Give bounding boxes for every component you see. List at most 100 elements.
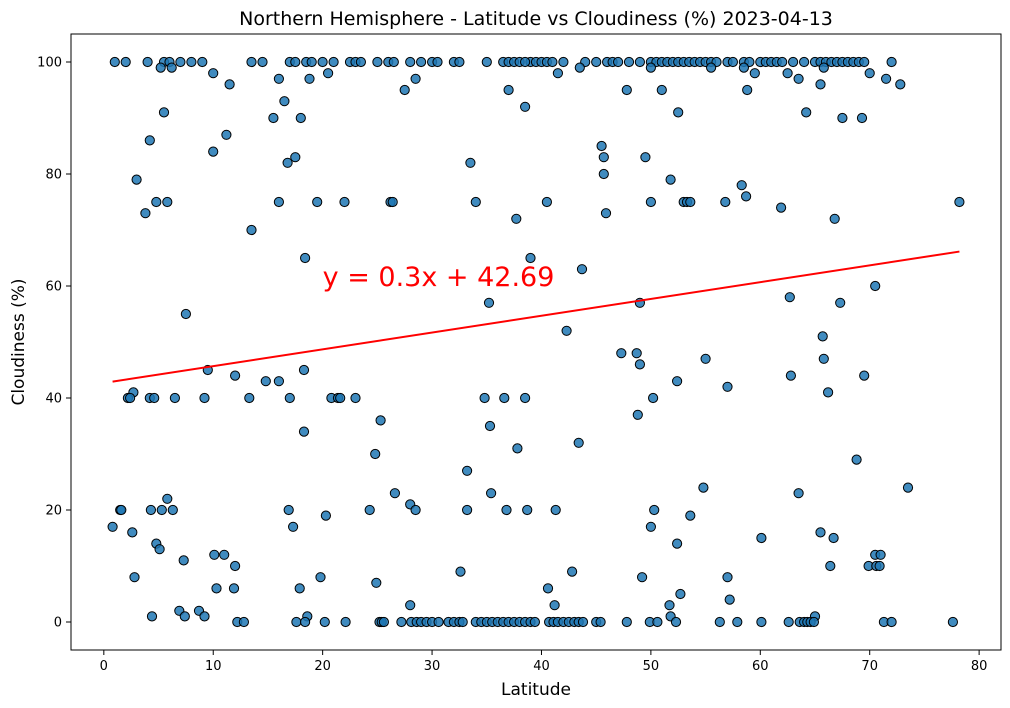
data-point <box>339 196 350 208</box>
data-point <box>273 73 284 84</box>
data-point <box>613 56 624 68</box>
data-point <box>315 572 326 583</box>
data-point <box>522 504 533 516</box>
data-point <box>784 292 795 303</box>
data-point <box>685 510 696 521</box>
data-point <box>818 353 829 364</box>
data-point <box>399 84 410 96</box>
data-point <box>645 521 657 532</box>
data-point <box>219 549 230 560</box>
data-point <box>273 376 284 387</box>
data-point <box>405 600 416 611</box>
data-point <box>954 196 965 208</box>
data-point <box>648 392 659 404</box>
data-point <box>284 392 295 404</box>
data-point <box>799 56 810 68</box>
data-point <box>186 56 197 68</box>
data-point <box>410 73 421 84</box>
data-point <box>741 191 752 202</box>
data-point <box>823 387 834 398</box>
data-point <box>788 56 799 68</box>
data-point <box>673 107 684 118</box>
y-tick-label: 80 <box>45 168 62 183</box>
data-point <box>378 616 389 628</box>
x-tick-label: 20 <box>314 659 331 674</box>
x-tick-label: 0 <box>100 659 108 674</box>
x-tick-label: 40 <box>533 659 550 674</box>
data-point <box>756 532 767 544</box>
x-axis-label: Latitude <box>501 680 571 700</box>
data-point <box>574 62 585 73</box>
data-point <box>457 616 468 628</box>
data-point <box>749 68 760 79</box>
data-point <box>479 392 490 404</box>
x-tick-label: 60 <box>752 659 769 674</box>
data-point <box>416 56 427 68</box>
plot-frame <box>70 33 1002 651</box>
data-point <box>665 174 676 185</box>
data-point <box>387 196 398 208</box>
data-point <box>224 79 235 90</box>
data-point <box>550 504 561 516</box>
data-point <box>370 448 381 460</box>
data-point <box>290 56 301 68</box>
data-point <box>706 62 717 73</box>
data-point <box>328 56 339 68</box>
data-point <box>595 616 606 628</box>
regression-line-group <box>112 250 960 383</box>
data-point <box>211 583 222 594</box>
data-point <box>736 180 747 191</box>
data-point <box>670 616 682 628</box>
data-point <box>282 157 293 168</box>
data-point <box>851 454 862 465</box>
data-point <box>462 504 473 516</box>
data-point <box>637 572 648 583</box>
data-point <box>499 392 510 404</box>
data-point <box>470 196 481 208</box>
data-point <box>782 68 793 79</box>
data-point <box>306 56 317 68</box>
data-point <box>756 616 767 628</box>
data-point <box>199 392 210 404</box>
data-point <box>350 392 361 404</box>
data-point <box>131 174 142 185</box>
data-point <box>520 392 531 404</box>
data-point <box>323 68 334 79</box>
data-point <box>208 146 219 157</box>
y-tick-label: 40 <box>45 392 62 407</box>
data-point <box>649 504 660 516</box>
data-point <box>129 572 140 583</box>
data-point <box>577 616 589 628</box>
data-point <box>835 297 846 308</box>
data-point <box>724 594 735 605</box>
data-point <box>146 611 158 622</box>
data-point <box>631 348 642 359</box>
data-point <box>520 56 531 68</box>
data-point <box>598 168 609 180</box>
data-point <box>246 56 257 68</box>
y-tick-label: 100 <box>37 56 62 71</box>
data-point <box>598 152 609 163</box>
data-point <box>288 521 299 532</box>
data-point <box>700 353 711 364</box>
data-point <box>199 611 210 622</box>
data-point <box>541 196 553 208</box>
data-point <box>145 504 156 516</box>
data-point <box>290 152 301 163</box>
data-point <box>109 56 120 68</box>
data-point <box>732 616 743 628</box>
data-point <box>405 56 416 68</box>
data-point <box>818 62 829 73</box>
data-point <box>484 420 496 432</box>
data-point <box>870 280 881 292</box>
data-point <box>244 392 255 404</box>
data-point <box>107 521 118 532</box>
data-point <box>317 56 328 68</box>
data-point <box>600 208 612 219</box>
data-point <box>283 504 294 516</box>
x-tick-label: 70 <box>861 659 878 674</box>
data-point <box>815 527 826 538</box>
data-point <box>291 616 302 628</box>
data-point <box>722 381 733 392</box>
